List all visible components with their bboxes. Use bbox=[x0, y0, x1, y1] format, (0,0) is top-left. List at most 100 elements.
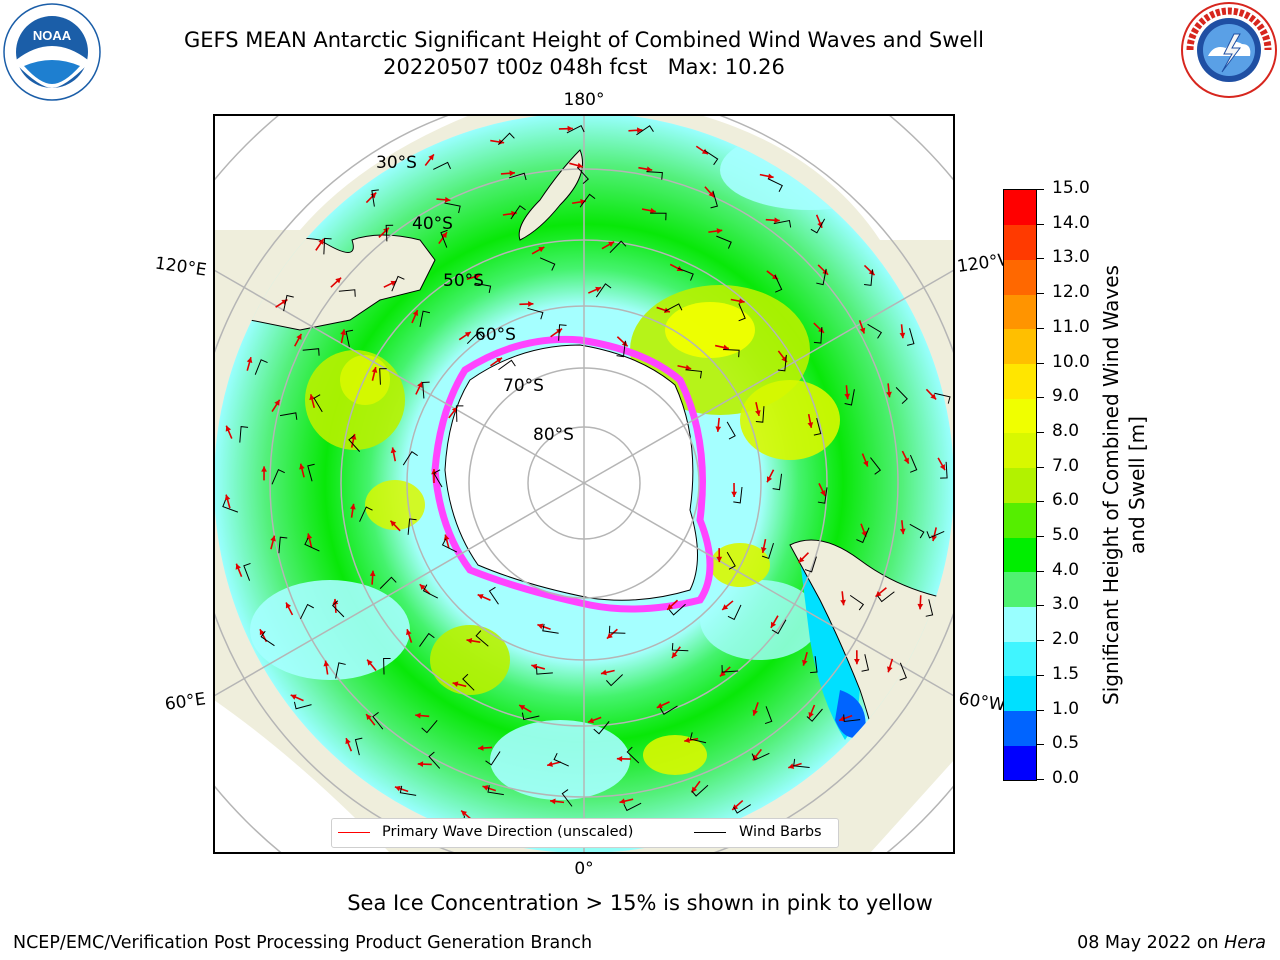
wave-arrow-head bbox=[601, 669, 607, 676]
wave-arrow-head bbox=[930, 393, 937, 400]
wave-arrow-head bbox=[290, 694, 297, 700]
wave-arrow-head bbox=[259, 629, 265, 636]
wind-barb bbox=[771, 619, 787, 635]
wind-barb bbox=[870, 457, 882, 475]
wind-barb bbox=[307, 463, 315, 482]
wind-barb bbox=[856, 527, 870, 544]
wind-barb bbox=[772, 473, 783, 491]
wind-barb bbox=[243, 562, 251, 581]
wind-barb bbox=[474, 282, 492, 294]
wind-barb bbox=[940, 461, 948, 479]
wind-barb bbox=[723, 349, 740, 358]
wind-barb bbox=[934, 392, 951, 404]
colorbar-segment bbox=[1004, 606, 1036, 642]
wind-barb bbox=[422, 381, 430, 399]
wave-arrow-head bbox=[367, 659, 373, 666]
colorbar-tick-mark bbox=[1036, 327, 1044, 329]
wind-barb bbox=[764, 706, 773, 725]
meridian-label-120e: 120°E bbox=[154, 254, 208, 281]
wind-barb bbox=[733, 804, 751, 814]
wave-arrow-head bbox=[818, 327, 824, 333]
wave-arrow-head bbox=[716, 228, 723, 234]
colorbar-segment bbox=[1004, 294, 1036, 330]
wind-barb bbox=[421, 719, 438, 734]
wind-barb bbox=[691, 784, 709, 797]
wind-barb bbox=[576, 166, 589, 185]
wind-barb bbox=[774, 274, 783, 293]
wave-arrow-head bbox=[844, 393, 851, 400]
wind-barb bbox=[806, 708, 823, 722]
wind-barb bbox=[767, 178, 783, 193]
wind-barb bbox=[354, 737, 363, 756]
wind-barb bbox=[849, 594, 865, 611]
wind-barb bbox=[379, 368, 387, 385]
wind-barb bbox=[793, 758, 810, 768]
wind-barb bbox=[558, 324, 567, 341]
wind-barb bbox=[816, 268, 827, 286]
wind-barb bbox=[348, 434, 361, 452]
wave-arrow-head bbox=[886, 391, 892, 398]
colorbar-tick-mark bbox=[1036, 466, 1044, 468]
wave-arrow-head bbox=[528, 301, 534, 307]
wind-barb bbox=[579, 193, 596, 208]
wave-arrow-head bbox=[537, 623, 544, 630]
wave-arrow-head bbox=[817, 221, 823, 228]
wave-arrow-head bbox=[323, 660, 330, 667]
wave-arrow-head bbox=[899, 332, 906, 339]
wind-barb bbox=[527, 307, 544, 320]
colorbar-tick-label: 4.0 bbox=[1052, 559, 1080, 580]
wind-barb bbox=[313, 394, 323, 413]
wind-barb bbox=[475, 630, 489, 647]
wave-arrow-head bbox=[538, 247, 545, 253]
colorbar-tick-mark bbox=[1036, 431, 1044, 433]
wind-barb bbox=[566, 124, 585, 134]
wave-arrow-head bbox=[350, 503, 356, 510]
wind-barb bbox=[485, 751, 501, 766]
wind-barb bbox=[283, 294, 294, 312]
wind-barb bbox=[402, 450, 418, 466]
wind-barb bbox=[302, 348, 320, 356]
wind-barb bbox=[331, 600, 345, 618]
wave-arrow-head bbox=[550, 798, 556, 805]
colorbar-tick-label: 10.0 bbox=[1052, 351, 1090, 372]
wave-arrow-head bbox=[390, 520, 397, 527]
colorbar-segment bbox=[1004, 467, 1036, 503]
wind-barb bbox=[300, 603, 314, 620]
meridian-label-180: 180° bbox=[564, 90, 605, 110]
wind-barb bbox=[254, 359, 268, 375]
wind-barb bbox=[716, 235, 732, 249]
wave-arrow-head bbox=[671, 652, 678, 658]
wave-arrow-head bbox=[798, 556, 805, 563]
wave-arrow-head bbox=[519, 705, 526, 711]
wind-barb bbox=[428, 751, 441, 769]
colorbar-tick-mark bbox=[1036, 709, 1044, 711]
wind-barb bbox=[817, 487, 828, 504]
wave-arrow-head bbox=[588, 717, 595, 724]
wave-arrow-head bbox=[394, 785, 401, 792]
wave-arrow-head bbox=[723, 344, 729, 351]
sea-ice-caption: Sea Ice Concentration > 15% is shown in … bbox=[347, 891, 933, 915]
wave-arrow-head bbox=[452, 681, 459, 687]
wind-barb bbox=[877, 591, 895, 603]
wind-barb bbox=[379, 576, 397, 589]
wind-barb bbox=[710, 190, 718, 209]
wave-arrow-head bbox=[285, 602, 292, 609]
graticule bbox=[214, 115, 954, 853]
wind-barb bbox=[433, 469, 443, 488]
chart-title: GEFS MEAN Antarctic Significant Height o… bbox=[183, 28, 985, 52]
wind-barb bbox=[704, 149, 719, 166]
wave-arrow-head bbox=[496, 357, 503, 364]
wave-arrow-head bbox=[808, 711, 814, 718]
legend-label-wind-barbs: Wind Barbs bbox=[739, 824, 822, 840]
wave-arrow-head bbox=[839, 715, 845, 722]
wind-barb bbox=[668, 603, 686, 616]
wind-barb bbox=[239, 426, 249, 443]
wind-barb bbox=[810, 656, 818, 674]
wave-arrow-head bbox=[807, 422, 814, 428]
footer-machine: Hera bbox=[1224, 933, 1266, 953]
wind-barb bbox=[372, 712, 384, 730]
colorbar-tick-mark bbox=[1036, 536, 1044, 538]
wind-barb bbox=[861, 654, 870, 672]
wind-barb bbox=[419, 632, 435, 647]
wave-arrow-head bbox=[752, 709, 758, 716]
